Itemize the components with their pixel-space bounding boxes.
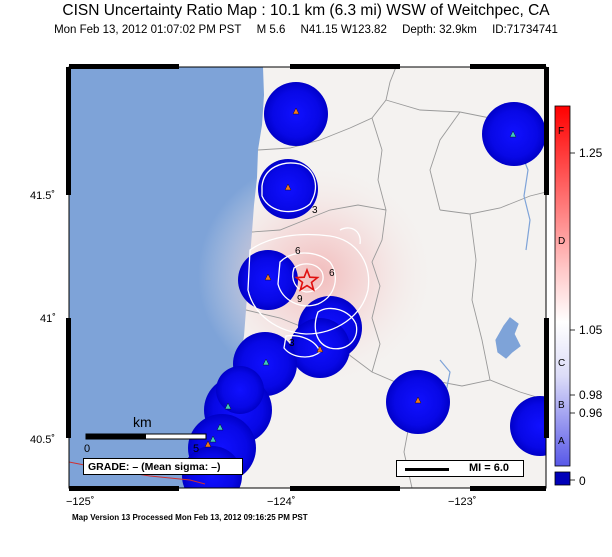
event-depth: Depth: 32.9km (402, 24, 477, 36)
event-datetime: Mon Feb 13, 2012 01:07:02 PM PST (54, 24, 242, 36)
station-triangle-icon (216, 423, 224, 431)
mi-legend-label: MI = 6.0 (469, 462, 510, 474)
grade-label: D (558, 236, 565, 247)
contour-label: 6 (295, 246, 301, 257)
event-location: N41.15 W123.82 (300, 24, 387, 36)
contour-label: 3 (312, 205, 318, 216)
event-magnitude: M 5.6 (256, 24, 286, 36)
map-area: 3 6 9 6 3 (69, 67, 546, 488)
station-triangle-icon (509, 130, 517, 138)
x-tick-label: −125˚ (66, 496, 94, 508)
event-id: ID:71734741 (492, 24, 558, 36)
x-tick-label: −123˚ (448, 496, 476, 508)
y-tick-label: 41˚ (40, 313, 56, 325)
colorbar-zero-swatch (554, 471, 571, 486)
colorbar-gradient (554, 105, 571, 467)
ocean (69, 67, 264, 488)
scale-bar-unit: km (133, 414, 152, 430)
contour-labels: 3 6 9 6 3 (289, 205, 335, 349)
contour-label: 6 (329, 268, 335, 279)
event-details: Mon Feb 13, 2012 01:07:02 PM PST M 5.6 N… (0, 24, 612, 36)
station-triangle-icon (284, 183, 292, 191)
station-triangle-icon (204, 440, 212, 448)
axis-labels: −125˚ −124˚ −123˚ 41.5˚ 41˚ 40.5˚ (30, 190, 476, 508)
station-triangle-icon (209, 435, 217, 443)
station-triangle-icon (292, 107, 300, 115)
epicenter-star-icon (294, 267, 320, 292)
station-triangle-icon (414, 396, 422, 404)
x-tick-label: −124˚ (267, 496, 295, 508)
station-triangle-icon (224, 402, 232, 410)
y-tick-label: 40.5˚ (30, 434, 55, 446)
grade-label: C (558, 358, 565, 369)
colorbar-value: 0.96 (579, 406, 603, 420)
frame-ticks (66, 64, 549, 491)
scale-bar-end: 5 (193, 443, 199, 455)
y-tick-label: 41.5˚ (30, 190, 55, 202)
colorbar-value: 0 (579, 474, 586, 488)
stations (204, 107, 517, 448)
scale-bar: km 0 5 (84, 414, 207, 455)
mi-legend: MI = 6.0 (396, 460, 524, 477)
grade-label: A (558, 436, 565, 447)
rivers (439, 149, 531, 393)
map-title: CISN Uncertainty Ratio Map : 10.1 km (6.… (62, 2, 550, 19)
grade-box: GRADE: – (Mean sigma: –) (83, 458, 243, 475)
scale-bar-start: 0 (84, 443, 90, 455)
colorbar-value: 0.98 (579, 388, 603, 402)
station-triangle-icon (264, 273, 272, 281)
mi-legend-bar (405, 468, 449, 471)
station-triangle-icon (316, 345, 324, 353)
grade-label: F (558, 126, 564, 137)
colorbar: F D C B A 1.25 1.05 0.98 0.96 0 (554, 105, 603, 488)
map-version-footer: Map Version 13 Processed Mon Feb 13, 201… (72, 513, 308, 522)
contour-label: 3 (289, 338, 295, 349)
colorbar-value: 1.25 (579, 146, 603, 160)
grade-label: B (558, 400, 565, 411)
colorbar-value: 1.05 (579, 323, 603, 337)
station-triangle-icon (262, 358, 270, 366)
contour-label: 9 (297, 294, 303, 305)
